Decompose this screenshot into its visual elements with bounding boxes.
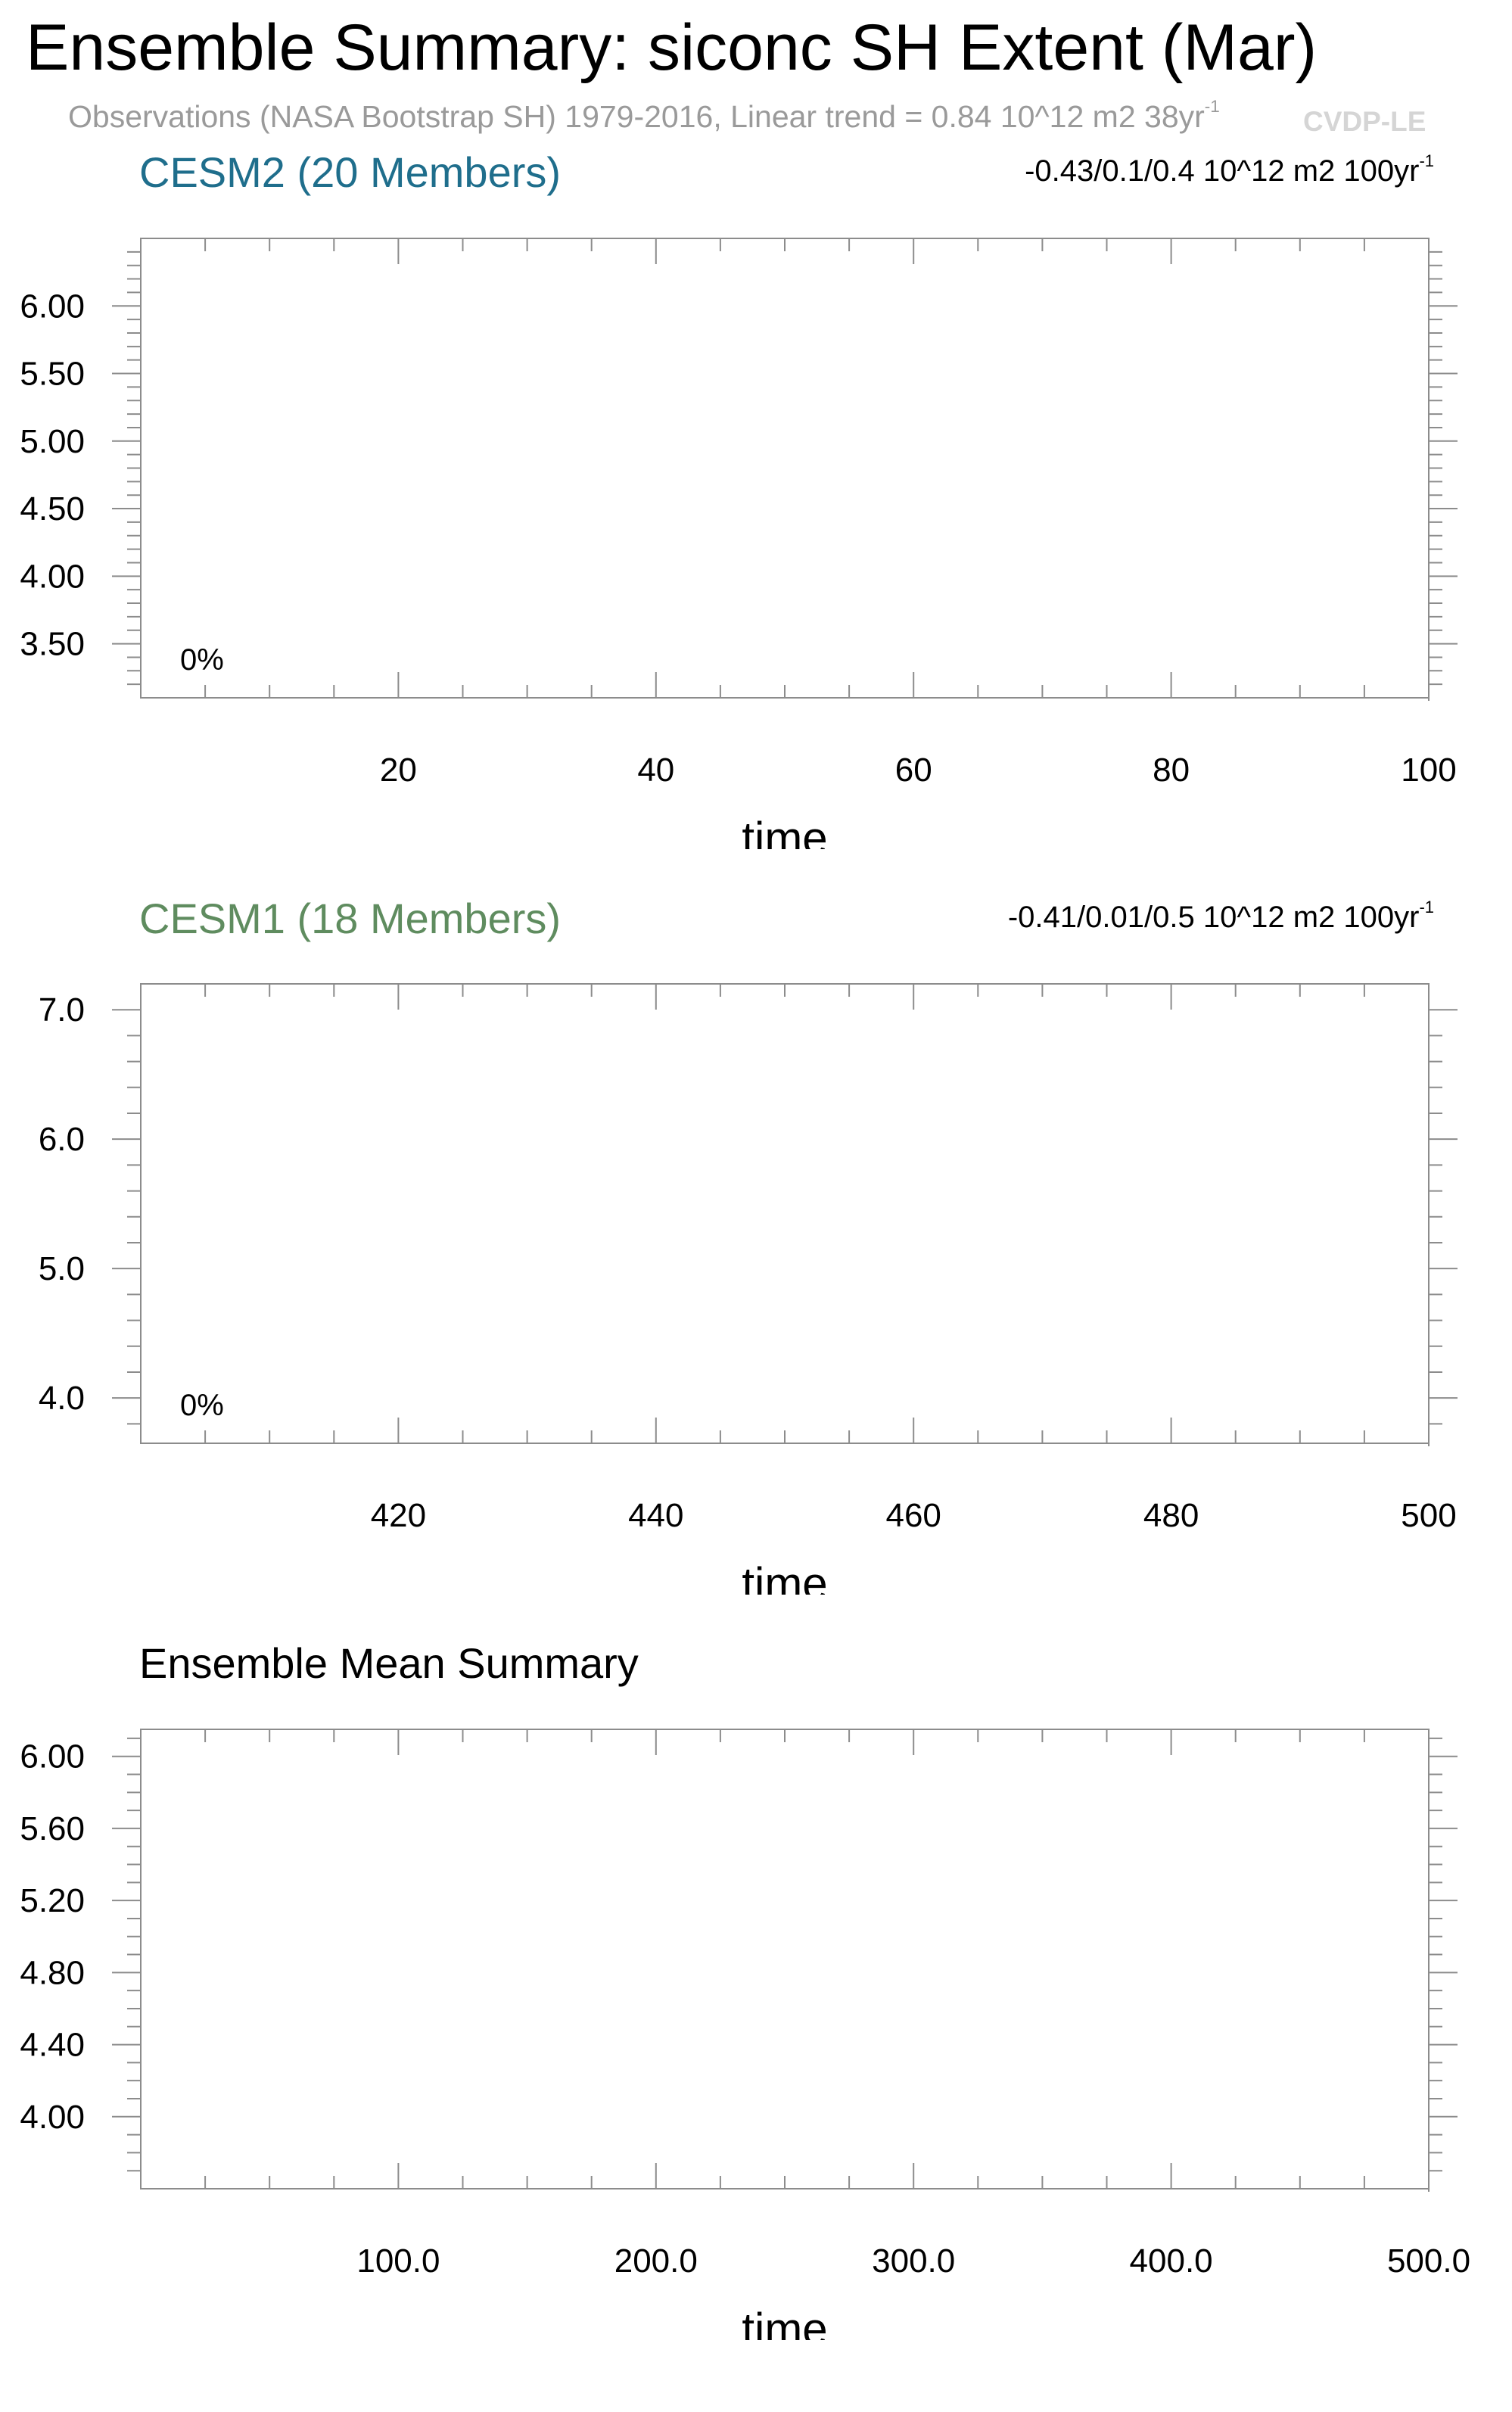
panel-trend-cesm2-superscript: -1 bbox=[1419, 151, 1434, 170]
y-tick-label: 7.0 bbox=[39, 991, 85, 1029]
x-tick-label: 420 bbox=[371, 1497, 426, 1534]
y-tick-label: 5.0 bbox=[39, 1250, 85, 1287]
x-tick-label: 500 bbox=[1401, 1497, 1456, 1534]
y-tick-label: 4.40 bbox=[20, 2027, 85, 2064]
x-tick-label: 40 bbox=[637, 752, 674, 789]
x-tick-label: 440 bbox=[628, 1497, 683, 1534]
y-tick-label: 5.60 bbox=[20, 1810, 85, 1847]
y-tick-label: 5.00 bbox=[20, 423, 85, 460]
chart-panel-ensemble-mean: 100.0 200.0 300.0 400.0 500.0 4.00 4.40 4.80 5.2… bbox=[20, 1729, 1470, 2340]
x-axis-label: time bbox=[742, 813, 827, 849]
x-axis-label: time bbox=[742, 2304, 827, 2340]
panel-title-ensemble-mean: Ensemble Mean Summary bbox=[139, 1639, 639, 1687]
x-tick-label: 60 bbox=[895, 752, 932, 789]
y-tick-label: 6.00 bbox=[20, 1738, 85, 1776]
observations-subtitle-text: Observations (NASA Bootstrap SH) 1979-20… bbox=[68, 99, 1205, 134]
observations-subtitle: Observations (NASA Bootstrap SH) 1979-20… bbox=[68, 98, 1220, 134]
y-tick-label: 5.20 bbox=[20, 1882, 85, 1919]
observations-subtitle-superscript: -1 bbox=[1204, 96, 1220, 116]
y-tick-label: 6.00 bbox=[20, 288, 85, 325]
x-tick-label: 300.0 bbox=[872, 2242, 955, 2280]
plot-frame bbox=[140, 238, 1430, 699]
panel-trend-cesm1-text: -0.41/0.01/0.5 10^12 m2 100yr bbox=[1007, 901, 1420, 934]
x-tick-label: 200.0 bbox=[614, 2242, 698, 2280]
panel-trend-cesm1-superscript: -1 bbox=[1419, 897, 1434, 917]
plot-frame bbox=[140, 983, 1430, 1444]
percent-annotation: 0% bbox=[180, 1389, 224, 1422]
panel-trend-cesm2: -0.43/0.1/0.4 10^12 m2 100yr-1 bbox=[1025, 152, 1434, 188]
panel-trend-cesm2-text: -0.43/0.1/0.4 10^12 m2 100yr bbox=[1025, 154, 1420, 188]
figure-title: Ensemble Summary: siconc SH Extent (Mar) bbox=[26, 11, 1318, 84]
y-tick-label: 4.00 bbox=[20, 558, 85, 595]
x-tick-label: 20 bbox=[380, 752, 417, 789]
x-tick-label: 100 bbox=[1401, 752, 1456, 789]
panel-title-cesm2: CESM2 (20 Members) bbox=[139, 148, 562, 196]
chart-panel-cesm2: 20 40 60 80 100 3.50 4.00 4.50 5.00 5.50 6.00 time 0… bbox=[20, 238, 1458, 849]
x-tick-label: 500.0 bbox=[1387, 2242, 1470, 2280]
x-axis-label: time bbox=[742, 1558, 827, 1595]
chart-panel-cesm1: 420 440 460 480 500 4.0 5.0 6.0 7.0 time 0% bbox=[39, 983, 1458, 1595]
y-tick-label: 5.50 bbox=[20, 356, 85, 393]
x-tick-label: 100.0 bbox=[356, 2242, 440, 2280]
y-tick-label: 4.0 bbox=[39, 1380, 85, 1417]
panel-title-cesm1: CESM1 (18 Members) bbox=[139, 895, 562, 942]
plot-frame bbox=[140, 1729, 1430, 2189]
watermark-logo: CVDP-LE bbox=[1303, 106, 1426, 137]
x-tick-label: 460 bbox=[885, 1497, 941, 1534]
x-tick-label: 400.0 bbox=[1130, 2242, 1213, 2280]
percent-annotation: 0% bbox=[180, 643, 224, 677]
panel-trend-cesm1: -0.41/0.01/0.5 10^12 m2 100yr-1 bbox=[1007, 898, 1434, 934]
x-tick-label: 480 bbox=[1143, 1497, 1199, 1534]
y-tick-label: 4.00 bbox=[20, 2099, 85, 2136]
y-tick-label: 4.50 bbox=[20, 490, 85, 528]
y-tick-label: 3.50 bbox=[20, 626, 85, 663]
y-tick-label: 4.80 bbox=[20, 1954, 85, 1991]
y-tick-label: 6.0 bbox=[39, 1121, 85, 1158]
x-tick-label: 80 bbox=[1153, 752, 1190, 789]
